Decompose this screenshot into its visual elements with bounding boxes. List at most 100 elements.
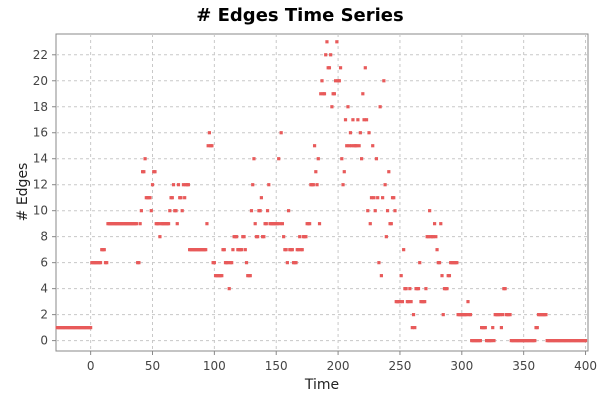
data-point — [282, 235, 286, 239]
data-point — [280, 222, 285, 226]
data-point — [300, 248, 304, 252]
y-tick-label: 14 — [33, 152, 48, 166]
data-point — [262, 235, 266, 239]
data-point — [455, 261, 459, 265]
data-point — [137, 261, 141, 265]
data-point — [275, 222, 280, 226]
data-point — [366, 209, 370, 213]
y-tick-label: 0 — [40, 334, 48, 348]
data-point — [361, 92, 365, 96]
y-tick-label: 12 — [33, 178, 48, 192]
data-point — [337, 79, 341, 83]
data-point — [277, 157, 281, 161]
axis-ticks: 0 50 100 150 200 250 300 350 400 0 2 4 6 8 10 12 14 16 18 2… — [33, 48, 597, 373]
plot-area — [55, 33, 589, 352]
data-point — [385, 209, 390, 213]
x-tick-label: 100 — [203, 359, 226, 373]
data-point — [440, 274, 444, 278]
data-point — [478, 339, 482, 343]
data-point — [265, 209, 270, 213]
data-point — [351, 118, 355, 122]
data-point — [186, 183, 190, 187]
data-point — [399, 274, 403, 278]
data-point — [284, 248, 288, 252]
data-point — [393, 209, 397, 213]
data-point — [290, 248, 294, 252]
data-point — [329, 53, 333, 57]
data-point — [374, 157, 379, 161]
x-tick-label: 300 — [450, 359, 473, 373]
data-point — [465, 313, 469, 317]
data-point — [166, 222, 171, 226]
x-tick-label: 350 — [512, 359, 535, 373]
data-point — [372, 196, 376, 200]
data-point — [168, 209, 172, 213]
data-point — [346, 105, 350, 109]
data-point — [231, 248, 235, 252]
data-point — [242, 235, 246, 239]
data-point — [153, 170, 157, 174]
data-point — [316, 157, 320, 161]
data-point — [220, 274, 224, 278]
data-point — [343, 118, 348, 122]
data-point — [243, 248, 247, 252]
data-point — [286, 209, 291, 213]
data-point — [426, 235, 430, 239]
data-point — [212, 261, 216, 265]
data-point — [139, 209, 143, 213]
data-point — [179, 196, 183, 200]
data-point — [347, 144, 351, 148]
data-point — [424, 287, 428, 291]
data-point — [369, 196, 374, 200]
data-point — [102, 248, 106, 252]
data-point — [492, 339, 496, 343]
data-point — [398, 300, 402, 304]
data-point — [294, 261, 298, 265]
data-point — [244, 261, 249, 265]
data-point — [377, 261, 381, 265]
data-point — [98, 261, 103, 265]
y-tick-label: 10 — [33, 204, 48, 218]
data-point — [258, 209, 262, 213]
data-point — [368, 222, 372, 226]
data-point — [348, 131, 353, 135]
data-point — [404, 287, 408, 291]
data-point — [322, 92, 327, 96]
x-tick-label: 250 — [388, 359, 411, 373]
x-axis-label: Time — [304, 377, 339, 393]
data-point — [325, 40, 329, 44]
data-point — [345, 144, 349, 148]
data-point — [411, 313, 416, 317]
data-point — [340, 157, 344, 161]
data-point — [362, 118, 366, 122]
data-point — [205, 222, 209, 226]
data-point — [544, 313, 548, 317]
data-point — [439, 222, 443, 226]
data-point — [508, 313, 512, 317]
data-point — [533, 339, 537, 343]
data-point — [468, 313, 473, 317]
data-point — [181, 183, 186, 187]
data-point — [535, 326, 539, 330]
data-point — [180, 209, 184, 213]
y-tick-label: 6 — [40, 256, 48, 270]
data-point — [363, 66, 367, 70]
data-point — [416, 287, 421, 291]
data-point — [320, 79, 324, 83]
data-point — [367, 131, 371, 135]
data-point — [239, 248, 244, 252]
data-point — [175, 222, 179, 226]
data-point — [383, 183, 387, 187]
data-point — [330, 105, 334, 109]
data-point — [252, 157, 256, 161]
data-point — [350, 144, 354, 148]
data-point — [431, 235, 435, 239]
data-point — [210, 144, 214, 148]
data-point — [298, 235, 302, 239]
data-point — [226, 261, 230, 265]
data-point — [498, 313, 502, 317]
data-point — [267, 183, 271, 187]
data-point — [342, 170, 346, 174]
data-point — [373, 209, 377, 213]
data-point — [296, 248, 301, 252]
